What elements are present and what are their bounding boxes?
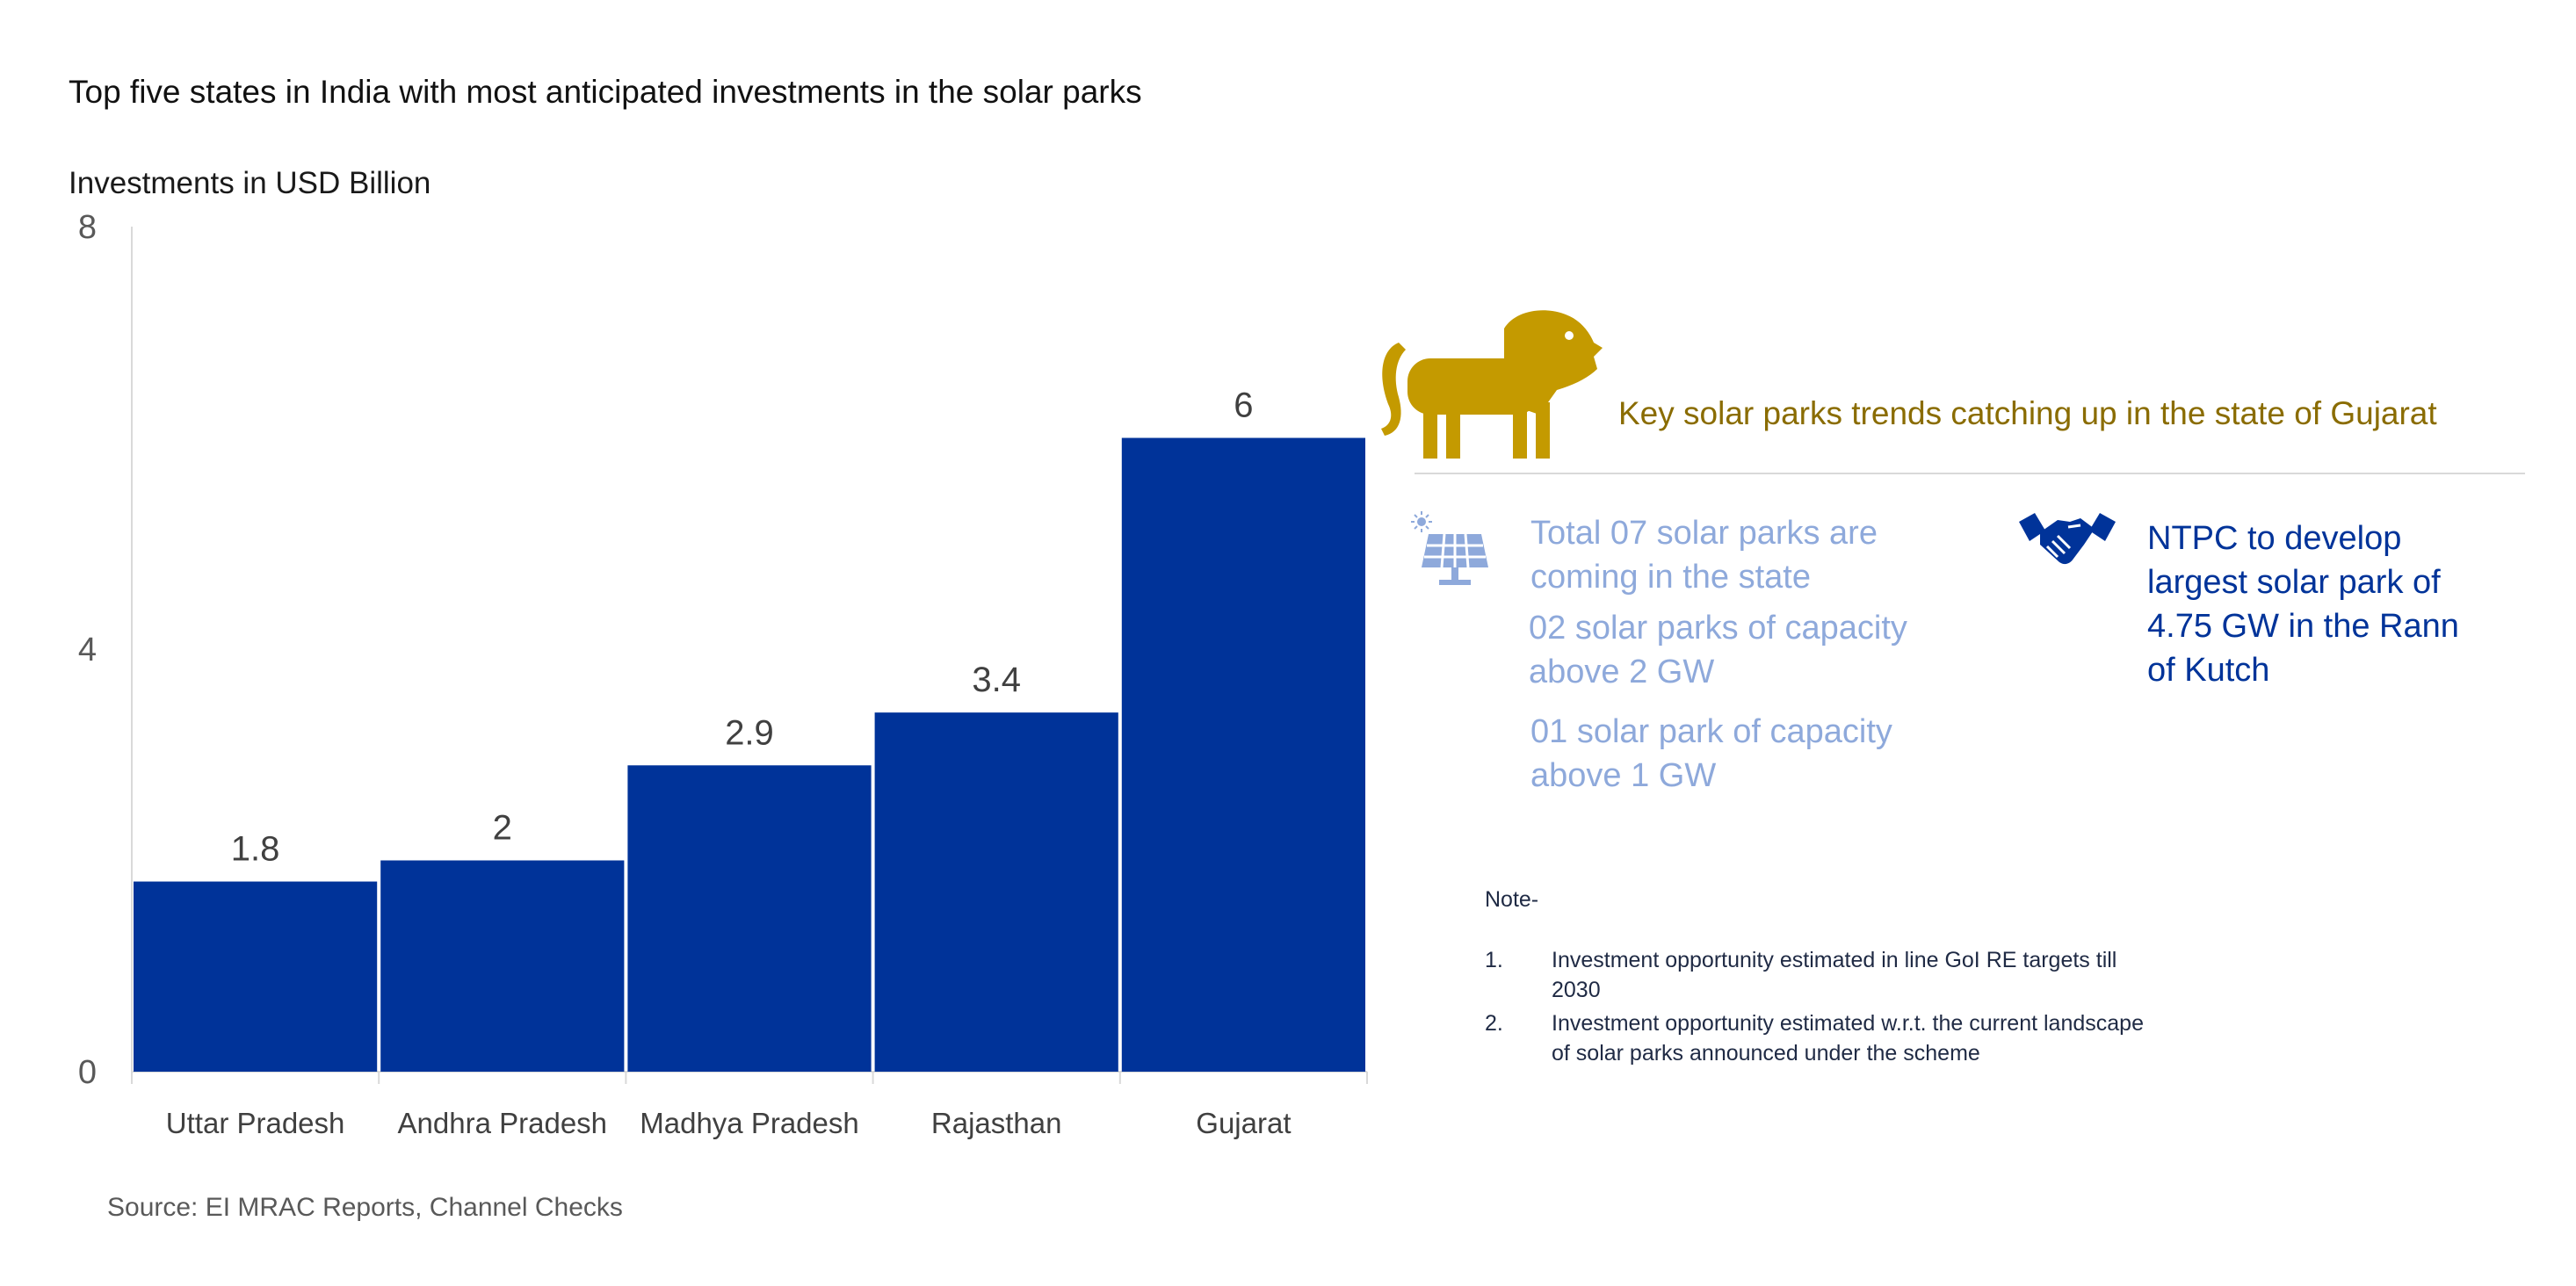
divider [1415, 473, 2525, 474]
investment-bar-chart: Investments in USD Billion 0 4 8 1.8 Uttar Pr… [69, 166, 1368, 1139]
callout-point: Total 07 solar parks are coming in the s… [1530, 515, 1878, 596]
note-item: 2. Investment opportunity estimated w.r.… [1485, 1008, 2153, 1068]
note-text: Investment opportunity estimated in line… [1552, 948, 2117, 1002]
note-number: 1. [1485, 948, 1503, 972]
x-tick-label: Andhra Pradesh [398, 1107, 608, 1139]
lion-icon [1372, 306, 1604, 468]
note-list: 1. Investment opportunity estimated in l… [1485, 945, 2153, 1072]
note-text: Investment opportunity estimated w.r.t. … [1552, 1011, 2144, 1066]
x-tick-label: Uttar Pradesh [166, 1107, 345, 1139]
page-title: Top five states in India with most antic… [69, 74, 1142, 110]
x-tick-label: Gujarat [1196, 1107, 1291, 1139]
y-axis-label: Investments in USD Billion [69, 166, 431, 200]
x-tick-label: Madhya Pradesh [640, 1107, 858, 1139]
callout-point: 01 solar park of capacity above 1 GW [1530, 713, 1892, 794]
y-tick-label: 8 [78, 209, 97, 246]
note-number: 2. [1485, 1011, 1503, 1036]
data-label: 3.4 [972, 661, 1021, 699]
bar [380, 860, 625, 1072]
note-heading: Note- [1485, 887, 1539, 912]
note-item: 1. Investment opportunity estimated in l… [1485, 945, 2153, 1005]
solar-panel-icon [1411, 509, 1492, 595]
data-label: 2 [493, 809, 512, 848]
y-tick-label: 0 [78, 1054, 97, 1091]
data-label: 6 [1234, 387, 1253, 425]
bar [1121, 437, 1365, 1072]
bar [874, 712, 1118, 1072]
bar [134, 881, 378, 1072]
data-label: 2.9 [725, 713, 774, 752]
y-tick-label: 4 [78, 632, 97, 668]
handshake-icon [2019, 509, 2116, 577]
source-note: Source: EI MRAC Reports, Channel Checks [107, 1193, 623, 1222]
x-tick-label: Rajasthan [931, 1107, 1062, 1139]
ntpc-callout: NTPC to develop largest solar park of 4.… [2147, 520, 2459, 689]
data-label: 1.8 [231, 830, 280, 869]
bar [627, 765, 872, 1072]
callout-point: 02 solar parks of capacity above 2 GW [1529, 610, 1907, 690]
callout-title: Key solar parks trends catching up in th… [1618, 395, 2437, 431]
